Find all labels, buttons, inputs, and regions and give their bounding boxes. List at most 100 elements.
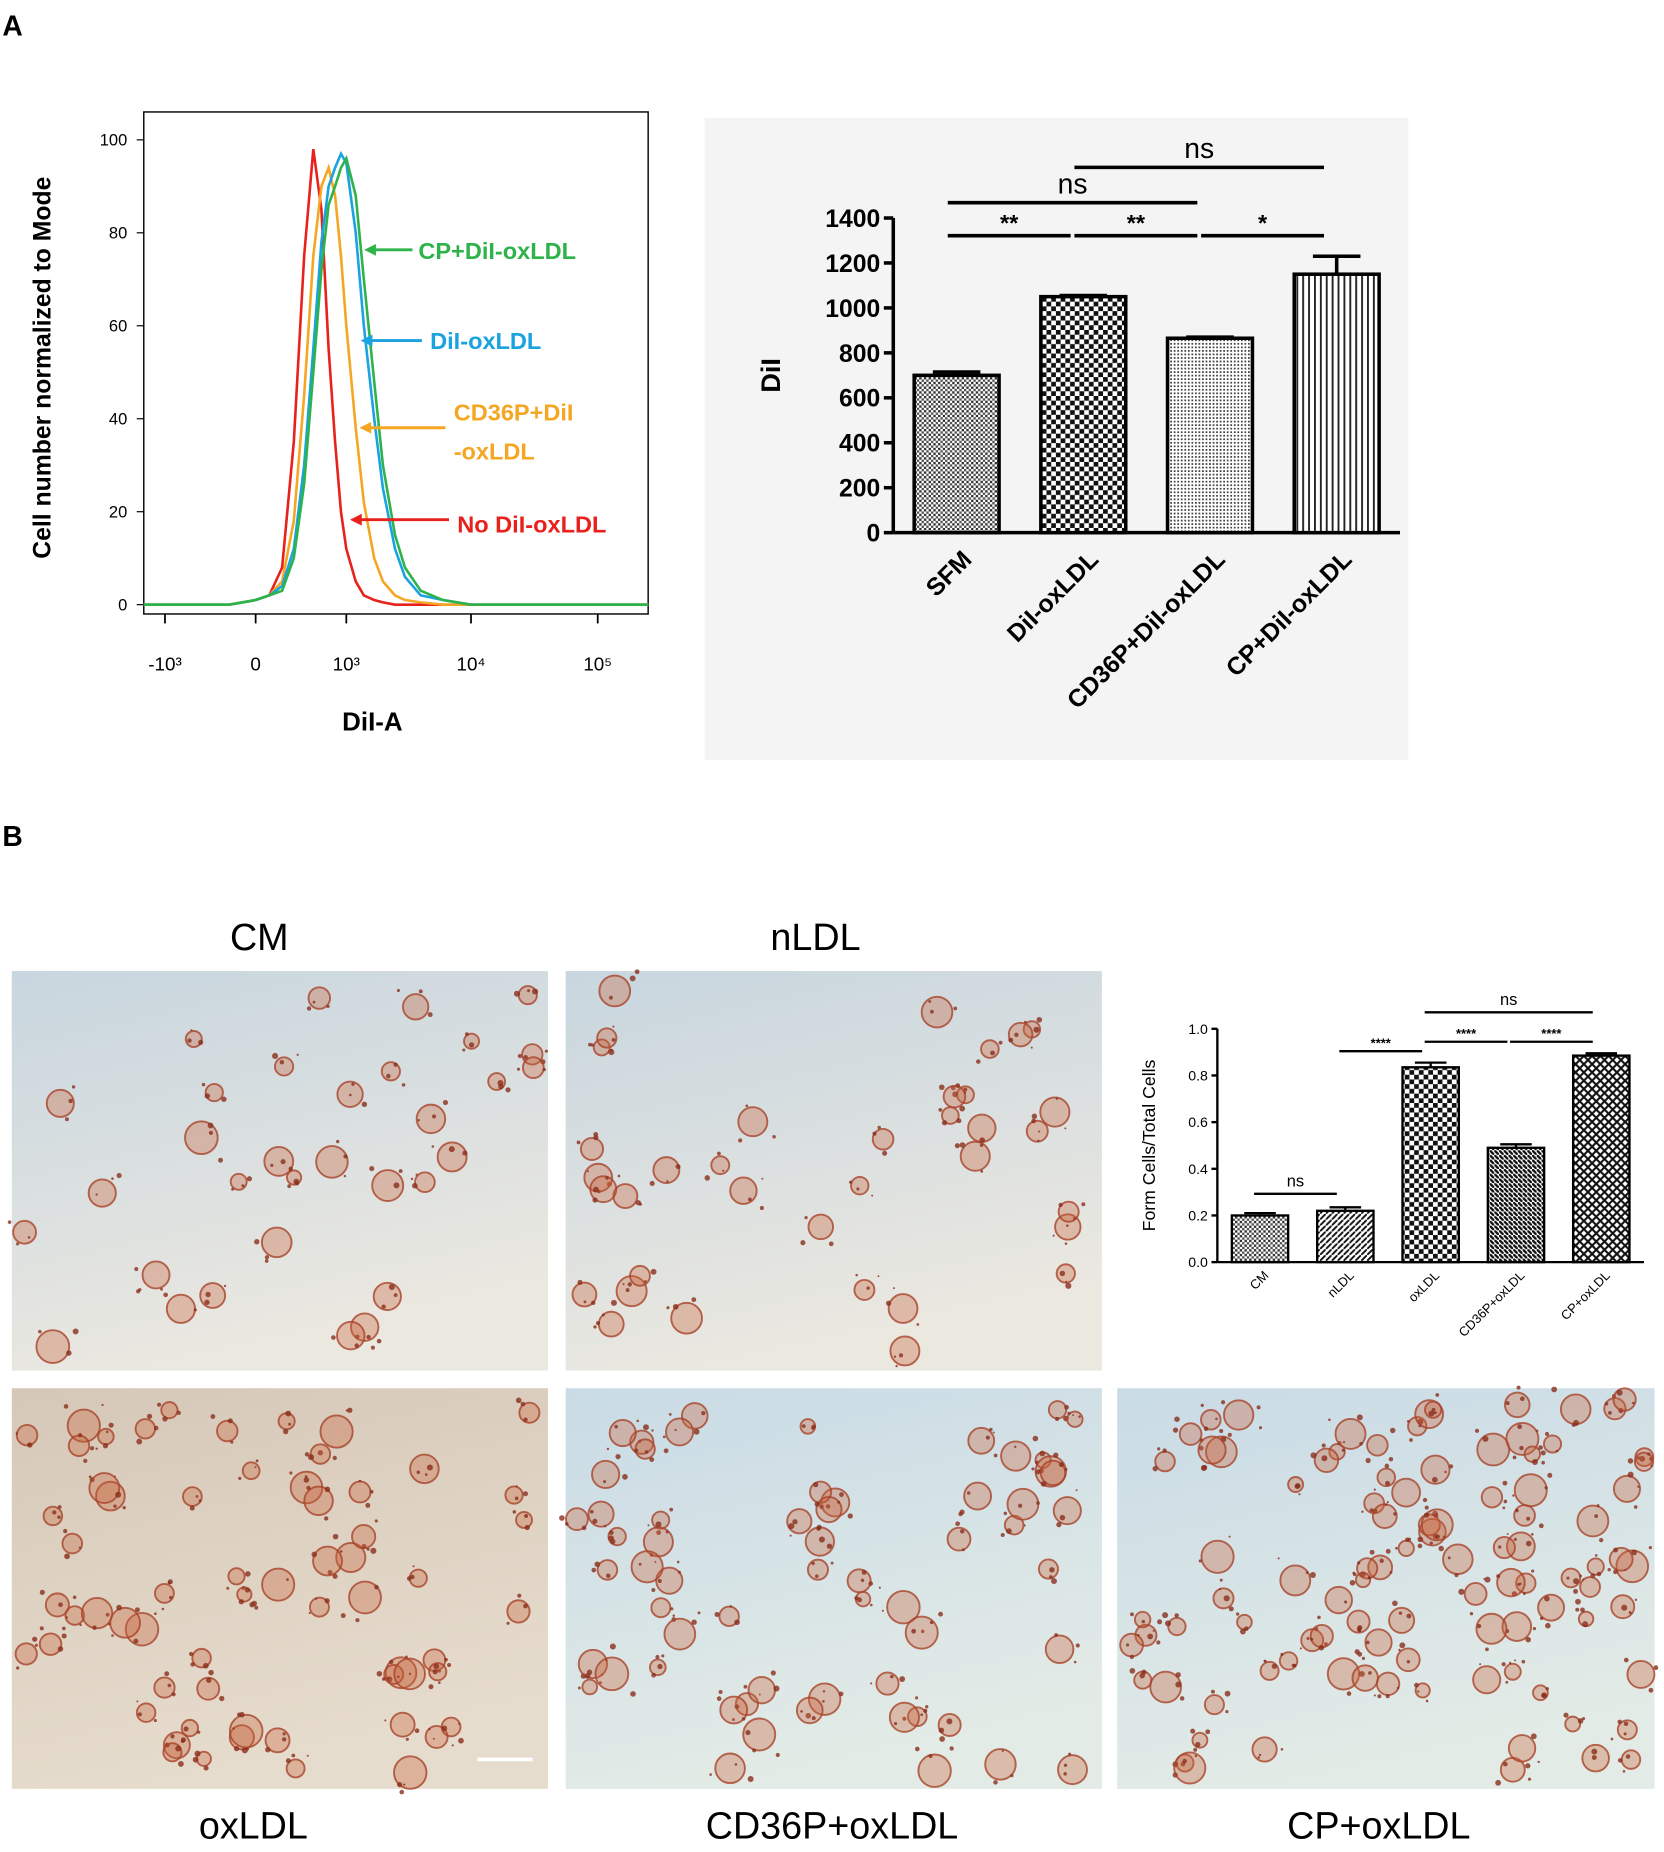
lipid-droplet bbox=[822, 1690, 826, 1693]
lipid-droplet bbox=[355, 1618, 360, 1623]
lipid-droplet bbox=[1448, 1464, 1454, 1469]
lipid-droplet bbox=[1258, 1753, 1262, 1757]
cell bbox=[889, 1335, 921, 1367]
series-label-line: CD36P+DiI bbox=[454, 400, 574, 426]
cell bbox=[303, 1485, 334, 1517]
lipid-droplet bbox=[1205, 1729, 1211, 1735]
lipid-droplet bbox=[427, 1012, 433, 1018]
lipid-droplet bbox=[1010, 1773, 1014, 1778]
lipid-droplet bbox=[734, 1619, 740, 1626]
cell bbox=[154, 1583, 175, 1604]
lipid-droplet bbox=[612, 1025, 615, 1028]
lipid-droplet bbox=[915, 1696, 919, 1700]
lipid-droplet bbox=[1526, 1516, 1531, 1521]
cell bbox=[565, 1507, 589, 1532]
lipid-droplet bbox=[1517, 1424, 1523, 1430]
lipid-droplet bbox=[1356, 1414, 1363, 1421]
lipid-droplet bbox=[1424, 1505, 1429, 1510]
lipid-droplet bbox=[630, 1691, 636, 1697]
lipid-droplet bbox=[498, 1083, 504, 1090]
cell bbox=[650, 1597, 672, 1619]
lipid-droplet bbox=[654, 1560, 657, 1563]
lipid-droplet bbox=[57, 1515, 61, 1519]
micrograph bbox=[11, 1388, 548, 1795]
cell bbox=[285, 1758, 306, 1779]
lipid-droplet bbox=[1616, 1389, 1623, 1396]
cell bbox=[904, 1615, 939, 1650]
lipid-droplet bbox=[1582, 1578, 1585, 1581]
lipid-droplet bbox=[651, 1588, 656, 1592]
cell bbox=[184, 1030, 203, 1048]
significance-label: ns bbox=[1500, 991, 1517, 1009]
lipid-droplet bbox=[361, 1101, 368, 1107]
lipid-droplet bbox=[506, 1621, 510, 1625]
lipid-droplet bbox=[819, 1504, 824, 1510]
lipid-droplet bbox=[291, 1753, 296, 1758]
lipid-droplet bbox=[1049, 1567, 1055, 1573]
lipid-droplet bbox=[1200, 1465, 1207, 1471]
cell bbox=[959, 1140, 991, 1172]
lipid-droplet bbox=[63, 1528, 68, 1534]
lipid-droplet bbox=[210, 1414, 216, 1419]
lipid-droplet bbox=[1540, 1450, 1546, 1456]
lipid-droplet bbox=[1064, 1242, 1068, 1245]
lipid-droplet bbox=[351, 1082, 355, 1086]
lipid-droplet bbox=[1536, 1429, 1539, 1432]
lipid-droplet bbox=[939, 1736, 945, 1742]
lipid-droplet bbox=[393, 1182, 400, 1189]
lipid-droplet bbox=[1190, 1728, 1196, 1734]
cell bbox=[38, 1632, 63, 1656]
cell bbox=[1025, 1119, 1049, 1143]
cell bbox=[1480, 1486, 1504, 1509]
lipid-droplet bbox=[205, 1291, 211, 1298]
lipid-droplet bbox=[246, 1747, 250, 1751]
lipid-droplet bbox=[1513, 1537, 1517, 1541]
lipid-droplet bbox=[635, 1200, 641, 1206]
x-tick-label: CP+oxLDL bbox=[1558, 1268, 1613, 1323]
lipid-droplet bbox=[1628, 1611, 1632, 1615]
lipid-droplet bbox=[811, 1424, 816, 1429]
y-tick-label: 80 bbox=[109, 225, 127, 243]
lipid-droplet bbox=[1613, 1569, 1618, 1575]
lipid-droplet bbox=[1482, 1435, 1489, 1442]
cell bbox=[1057, 1200, 1080, 1223]
lipid-droplet bbox=[1031, 1113, 1038, 1119]
lipid-droplet bbox=[1256, 1405, 1261, 1410]
lipid-droplet bbox=[775, 1752, 780, 1758]
lipid-droplet bbox=[63, 1404, 69, 1409]
lipid-droplet bbox=[1623, 1721, 1629, 1726]
lipid-droplet bbox=[617, 1174, 621, 1178]
lipid-droplet bbox=[72, 1595, 77, 1600]
lipid-droplet bbox=[1357, 1651, 1363, 1657]
lipid-droplet bbox=[136, 1700, 139, 1703]
micrograph-background bbox=[565, 971, 1102, 1371]
lipid-droplet bbox=[1622, 1770, 1626, 1773]
lipid-droplet bbox=[938, 1611, 944, 1617]
cell bbox=[807, 1213, 835, 1241]
lipid-droplet bbox=[464, 1032, 469, 1037]
lipid-droplet bbox=[1474, 1428, 1480, 1433]
cell bbox=[97, 1427, 115, 1446]
cell bbox=[1066, 1410, 1084, 1428]
cell bbox=[629, 1264, 651, 1287]
cell bbox=[815, 1496, 843, 1524]
lipid-droplet bbox=[1219, 1588, 1222, 1591]
lipid-droplet bbox=[520, 1401, 526, 1407]
cell bbox=[184, 1120, 219, 1156]
lipid-droplet bbox=[1506, 1532, 1509, 1535]
lipid-droplet bbox=[1423, 1512, 1430, 1518]
lipid-droplet bbox=[1530, 1532, 1534, 1536]
cell bbox=[1133, 1610, 1152, 1629]
lipid-droplet bbox=[513, 990, 520, 997]
lipid-droplet bbox=[868, 1581, 873, 1586]
lipid-droplet bbox=[1525, 1540, 1532, 1547]
lipid-droplet bbox=[1537, 1760, 1540, 1764]
lipid-droplet bbox=[1398, 1611, 1403, 1615]
cell bbox=[191, 1647, 212, 1669]
cell bbox=[665, 1417, 695, 1447]
lipid-droplet bbox=[941, 1120, 948, 1126]
lipid-droplet bbox=[167, 1683, 172, 1688]
lipid-droplet bbox=[281, 1737, 287, 1742]
lipid-droplet bbox=[1434, 1411, 1437, 1415]
lipid-droplet bbox=[856, 1187, 860, 1191]
